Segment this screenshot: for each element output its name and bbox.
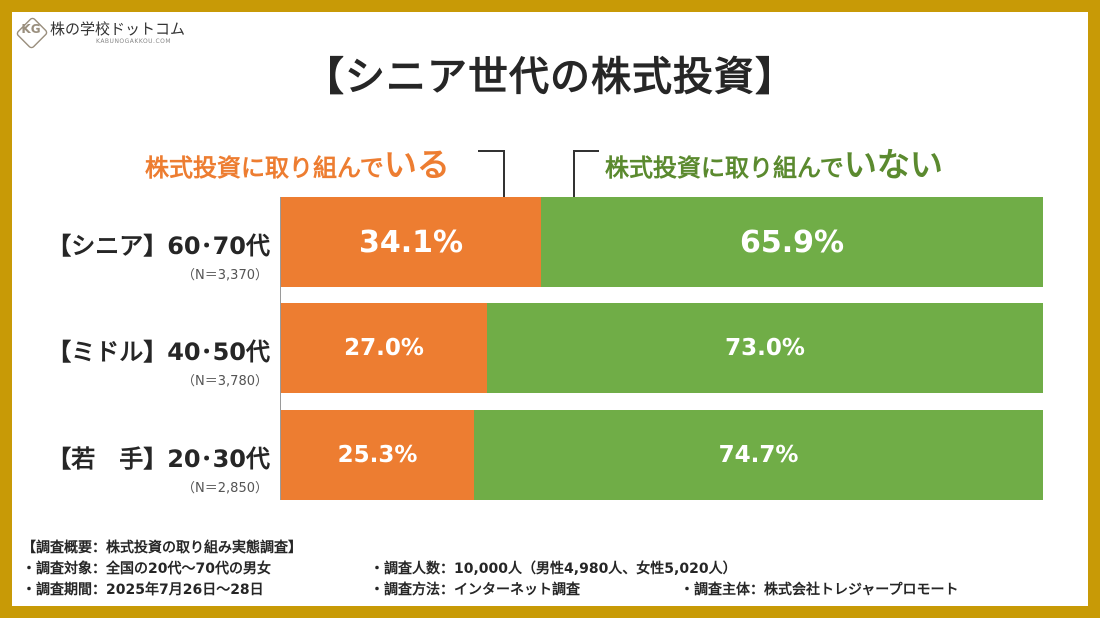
sample-size-label: （N＝3,370） [182, 268, 268, 283]
bar-data-label: 73.0% [725, 335, 805, 361]
footer-count: ・調査人数：10,000人（男性4,980人、女性5,020人） [370, 561, 737, 577]
legend-doing-leader-v [503, 150, 505, 198]
bar-data-label: 34.1% [358, 224, 464, 260]
bar-doing: 27.0% [281, 303, 487, 393]
legend-not: 株式投資に取り組んでいない [605, 138, 943, 186]
footer-period: ・調査期間：2025年7月26日～28日 [22, 582, 264, 598]
bar-doing: 34.1% [281, 197, 541, 287]
legend-not-emphasis: いない [843, 145, 943, 184]
bar-not-doing: 74.7% [474, 410, 1043, 500]
bar-not-doing: 73.0% [487, 303, 1043, 393]
legend-not-leader-h [573, 150, 599, 152]
bar-data-label: 74.7% [718, 442, 799, 468]
footer-org: ・調査主体：株式会社トレジャープロモート [680, 582, 959, 598]
legend-doing-emphasis: いる [383, 145, 450, 184]
logo-mark-text: KG [21, 22, 41, 36]
logo-url: KABUNOGAKKOU.COM [96, 38, 172, 45]
legend-doing-prefix: 株式投資に取り組んで [145, 154, 384, 182]
category-axis-line [280, 197, 281, 500]
bar-data-label: 25.3% [337, 442, 418, 468]
chart-title: 【シニア世代の株式投資】 [304, 54, 796, 100]
legend-not-prefix: 株式投資に取り組んで [605, 154, 844, 182]
logo-name: 株の学校ドットコム [50, 20, 186, 38]
bar-not-doing: 65.9% [541, 197, 1043, 287]
category-label: 【シニア】60･70代 [47, 232, 270, 260]
legend-not-leader-v [573, 150, 575, 200]
footer-summary: 【調査概要：株式投資の取り組み実態調査】 [22, 540, 302, 556]
bar-doing: 25.3% [281, 410, 474, 500]
sample-size-label: （N＝3,780） [182, 374, 268, 389]
bar-data-label: 65.9% [739, 224, 845, 260]
footer-method: ・調査方法：インターネット調査 [370, 582, 580, 598]
legend-doing-leader-h [478, 150, 504, 152]
category-label: 【若 手】20･30代 [47, 445, 270, 473]
sample-size-label: （N＝2,850） [182, 481, 268, 496]
bar-data-label: 27.0% [344, 335, 424, 361]
category-label: 【ミドル】40･50代 [47, 338, 270, 366]
legend-doing: 株式投資に取り組んでいる [145, 138, 450, 186]
footer-target: ・調査対象：全国の20代～70代の男女 [22, 561, 271, 577]
